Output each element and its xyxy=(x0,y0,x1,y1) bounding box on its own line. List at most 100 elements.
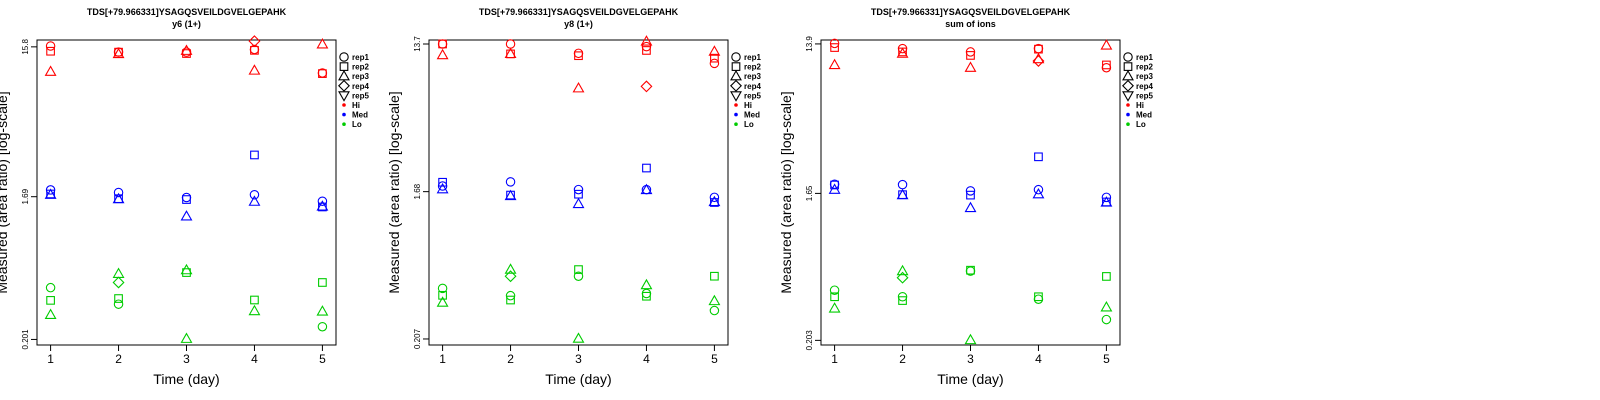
data-point-lo-rep4 xyxy=(112,276,125,289)
data-point-hi-rep2 xyxy=(318,69,327,78)
legend-marker-med xyxy=(1126,112,1130,117)
data-point-lo-rep2 xyxy=(1102,272,1111,281)
x-tick-label: 3 xyxy=(575,352,582,366)
data-point-lo-rep2 xyxy=(250,295,259,305)
y-tick-label: 13.7 xyxy=(413,36,422,52)
legend-label-rep5: rep5 xyxy=(352,91,369,100)
legend-label-rep3: rep3 xyxy=(744,72,761,81)
data-point-hi-rep3 xyxy=(964,61,977,72)
data-point-lo-rep3 xyxy=(44,308,57,320)
y-axis-label: Measured (area ratio) [log-scale] xyxy=(0,91,10,293)
y-tick-label: 1.68 xyxy=(413,183,422,199)
data-point-med-rep3 xyxy=(708,195,721,207)
legend-label-rep4: rep4 xyxy=(352,82,369,91)
legend-label-med: Med xyxy=(1136,111,1152,120)
data-point-lo-rep3 xyxy=(828,302,841,313)
data-point-med-rep3 xyxy=(640,183,653,195)
legend-marker-rep4 xyxy=(1122,79,1134,92)
data-point-hi-rep2 xyxy=(574,51,583,61)
plot-frame xyxy=(820,39,1121,346)
legend-label-med: Med xyxy=(352,111,368,120)
legend-label-lo: Lo xyxy=(1136,120,1146,129)
data-point-lo-rep3 xyxy=(964,333,977,345)
legend-marker-lo xyxy=(1126,122,1130,126)
data-point-lo-rep1 xyxy=(505,290,516,301)
legend-label-hi: Hi xyxy=(1136,101,1144,110)
data-point-lo-rep3 xyxy=(572,332,585,343)
legend-marker-rep4 xyxy=(338,79,350,92)
legend-label-hi: Hi xyxy=(352,101,360,110)
data-point-med-rep3 xyxy=(44,188,57,199)
y-axis-label: Measured (area ratio) [log-scale] xyxy=(386,91,402,293)
chart-panel-3: TDS[+79.966331]YSAGQSVEILDGVELGEPAHK sum … xyxy=(778,7,1153,387)
data-point-lo-rep1 xyxy=(829,285,840,295)
data-point-hi-rep1 xyxy=(573,48,584,59)
data-point-hi-rep3 xyxy=(436,48,449,60)
data-point-med-rep3 xyxy=(112,192,125,204)
x-tick-label: 2 xyxy=(115,352,122,366)
data-point-med-rep1 xyxy=(317,196,328,206)
data-point-hi-rep1 xyxy=(709,58,720,69)
y-tick-label: 0.203 xyxy=(805,330,814,351)
legend-marker-rep1 xyxy=(731,52,741,62)
data-point-hi-rep1 xyxy=(437,39,448,49)
x-tick-label: 4 xyxy=(1035,352,1042,366)
chart-subtitle: y6 (1+) xyxy=(172,19,201,29)
chart-title: TDS[+79.966331]YSAGQSVEILDGVELGEPAHK xyxy=(871,7,1071,17)
data-point-med-rep2 xyxy=(966,190,975,200)
legend-label-hi: Hi xyxy=(744,101,752,110)
data-point-hi-rep2 xyxy=(966,51,975,60)
data-point-med-rep3 xyxy=(1032,187,1045,199)
data-point-med-rep2 xyxy=(438,177,447,187)
chart-title: TDS[+79.966331]YSAGQSVEILDGVELGEPAHK xyxy=(479,7,679,17)
legend-label-rep3: rep3 xyxy=(352,72,369,81)
x-tick-label: 5 xyxy=(319,352,326,366)
data-point-lo-rep2 xyxy=(642,291,651,301)
y-tick-label: 1.69 xyxy=(21,188,30,204)
data-point-med-rep3 xyxy=(828,183,841,194)
legend-marker-rep3 xyxy=(730,69,742,81)
plot-frame xyxy=(36,39,337,346)
chart-title: TDS[+79.966331]YSAGQSVEILDGVELGEPAHK xyxy=(87,7,287,17)
data-point-lo-rep2 xyxy=(574,265,583,274)
data-point-lo-rep2 xyxy=(830,292,839,302)
data-point-lo-rep2 xyxy=(898,296,907,305)
legend-marker-rep5 xyxy=(338,91,350,102)
data-point-lo-rep3 xyxy=(112,267,125,278)
legend-label-rep2: rep2 xyxy=(1136,63,1153,72)
x-tick-label: 2 xyxy=(507,352,514,366)
data-point-lo-rep1 xyxy=(641,288,652,299)
plot-frame xyxy=(428,39,729,346)
legend-label-rep5: rep5 xyxy=(1136,91,1153,100)
legend-marker-hi xyxy=(1126,103,1130,107)
x-tick-label: 1 xyxy=(831,352,838,366)
data-point-lo-rep3 xyxy=(504,263,517,274)
data-point-hi-rep3 xyxy=(316,38,329,49)
chart-subtitle: y8 (1+) xyxy=(564,19,593,29)
chart-subtitle: sum of ions xyxy=(945,19,996,29)
data-point-lo-rep4 xyxy=(504,270,517,283)
x-axis-label: Time (day) xyxy=(937,371,1003,387)
data-point-lo-rep1 xyxy=(1101,314,1112,325)
data-point-med-rep3 xyxy=(896,188,909,200)
x-tick-label: 1 xyxy=(439,352,446,366)
legend-label-rep1: rep1 xyxy=(352,53,369,62)
data-point-hi-rep3 xyxy=(248,64,261,75)
data-point-hi-rep2 xyxy=(642,46,651,55)
y-tick-label: 0.201 xyxy=(21,329,30,350)
legend-marker-med xyxy=(342,112,346,117)
y-tick-label: 0.207 xyxy=(413,328,422,349)
data-point-lo-rep1 xyxy=(317,321,328,332)
data-point-lo-rep1 xyxy=(45,282,56,293)
data-point-lo-rep1 xyxy=(965,266,976,276)
legend-marker-rep3 xyxy=(1122,69,1134,81)
data-point-med-rep1 xyxy=(181,192,192,203)
x-tick-label: 2 xyxy=(899,352,906,366)
data-point-med-rep3 xyxy=(964,201,977,213)
chart-panel-1: TDS[+79.966331]YSAGQSVEILDGVELGEPAHK y6 (… xyxy=(0,7,369,387)
legend-label-rep3: rep3 xyxy=(1136,72,1153,81)
data-point-hi-rep1 xyxy=(1101,62,1112,73)
legend-marker-rep2 xyxy=(1123,62,1133,71)
legend-marker-hi xyxy=(734,103,738,107)
